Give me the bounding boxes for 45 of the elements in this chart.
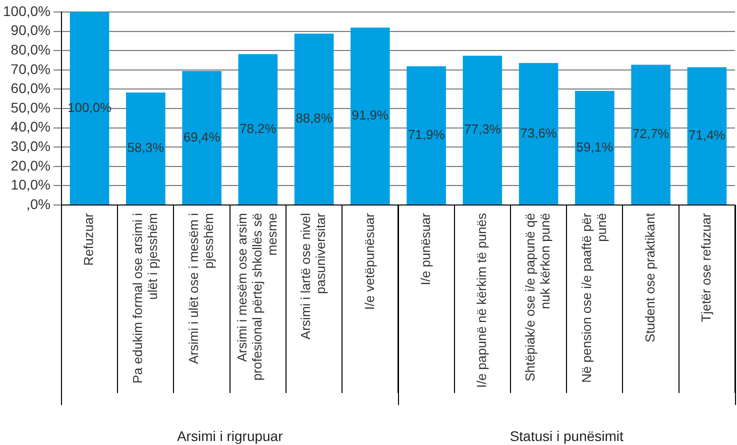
bar [126,92,166,204]
data-label: 69,4% [183,129,221,144]
y-tick-label: 10,0% [10,176,50,193]
x-tick-label: I/e punësuar [418,212,433,286]
y-tick-label: ,0% [26,196,50,212]
x-tick-label: Refuzuar [81,212,96,266]
y-tick-label: 20,0% [10,157,50,174]
text: Statusi i punësimit [510,428,624,444]
y-tick-label: 60,0% [10,80,50,96]
bar [294,34,334,204]
data-label: 88,8% [296,110,333,126]
x-tick-label: Shtëpiak/e ose i/e papunë që nuk kërkon punë [522,213,553,382]
bar [687,67,727,204]
data-label: 71,9% [408,126,446,142]
bar [462,56,502,204]
data-label: 71,4% [688,127,726,142]
data-label: 73,6% [520,125,558,140]
data-label: 59,1% [576,139,614,154]
bar [518,62,558,204]
x-tick-label: Në pension ose i/e paaftë për punë [578,212,609,383]
bar [631,64,670,204]
data-label: 77,3% [464,122,502,137]
bar [182,71,222,204]
y-tick-label: 50,0% [10,99,50,116]
y-tick-label: 40,0% [10,118,50,135]
y-tick-label: 30,0% [10,138,50,154]
data-label: 58,3% [127,140,165,156]
data-label: 78,2% [239,120,277,136]
data-label: 72,7% [632,126,670,142]
bar [238,54,278,204]
x-tick-label: Pa edukim formal ose arsimi i ulët i pjesshëm [130,212,160,384]
bar [575,90,614,204]
y-tick-label: 90,0% [10,22,50,38]
y-tick-label: 80,0% [10,41,50,58]
x-tick-label: Student ose praktikant [642,212,658,342]
y-tick-label: 100,0% [3,2,50,19]
y-tick-label: 70,0% [10,60,50,77]
bar [70,12,110,204]
x-tick-label: I/e papunë në kërkim të punës [474,212,490,388]
x-tick-label: Tjetër ose refuzuar [698,212,714,322]
data-label: 91,9% [352,108,390,123]
bar [406,66,446,204]
x-tick-label: I/e vetëpunësuar [362,212,377,310]
bar [350,28,390,204]
text: Arsimi i rigrupuar [176,428,284,444]
